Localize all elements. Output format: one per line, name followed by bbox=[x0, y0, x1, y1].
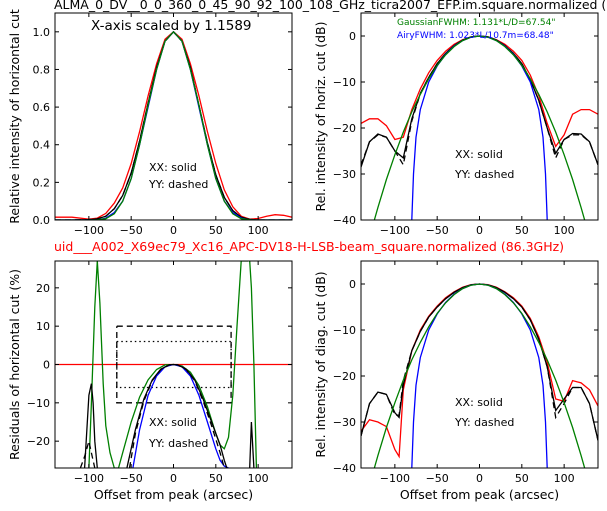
panel-horizontal-residuals: XX: solid YY: dashed −100 −50 0 50 100−20−10… bbox=[7, 260, 293, 502]
series-line-green-solid bbox=[88, 261, 248, 468]
panel-horizontal-cut-db: GaussianFWHM: 1.131*L/D=67.54" AiryFWHM:… bbox=[313, 12, 599, 237]
series-line-red-solid bbox=[55, 30, 292, 220]
series-line-red-solid bbox=[361, 283, 598, 459]
x-tick-label: −100 bbox=[380, 224, 410, 237]
y-axis-label: Residuals of horizontal cut (%) bbox=[7, 269, 22, 460]
y-tick-label: −10 bbox=[27, 397, 50, 410]
x-tick-label: 50 bbox=[515, 472, 529, 485]
y-tick-label: 20 bbox=[36, 282, 50, 295]
annotation-xscale: X-axis scaled by 1.1589 bbox=[91, 18, 252, 34]
series-line-red-solid bbox=[361, 35, 598, 148]
y-tick-label: −40 bbox=[333, 462, 356, 475]
legend-xx: XX: solid bbox=[149, 161, 197, 174]
x-tick-label: 100 bbox=[554, 224, 575, 237]
y-tick-label: 10 bbox=[36, 320, 50, 333]
series-line-green-solid bbox=[373, 283, 586, 468]
series-line-blue-solid bbox=[132, 363, 229, 468]
x-axis-label: Offset from peak (arcsec) bbox=[400, 487, 559, 502]
series-line-green-solid bbox=[55, 30, 292, 220]
legend-yy: YY: dashed bbox=[454, 168, 514, 181]
y-tick-label: 0.0 bbox=[33, 214, 51, 227]
x-tick-label: −100 bbox=[74, 472, 104, 485]
x-tick-label: 0 bbox=[170, 472, 177, 485]
y-tick-label: −30 bbox=[333, 416, 356, 429]
airy-fwhm-label: AiryFWHM: 1.023*L/10.7m=68.48" bbox=[397, 31, 554, 41]
legend-xx: XX: solid bbox=[455, 396, 503, 409]
y-tick-label: 1.0 bbox=[33, 26, 51, 39]
figure-title-top: ALMA_0_DV__0_0_360_0_45_90_92_100_108_GH… bbox=[54, 0, 606, 12]
series-line-green-solid bbox=[249, 261, 258, 468]
figure-title-bottom: uid___A002_X69ec79_Xc16_APC-DV18-H-LSB-b… bbox=[54, 239, 564, 254]
series-line-blue-solid bbox=[55, 30, 292, 220]
series-line-black-dashed bbox=[128, 363, 225, 468]
x-axis-label: Offset from peak (arcsec) bbox=[94, 487, 253, 502]
gaussian-fwhm-label: GaussianFWHM: 1.131*L/D=67.54" bbox=[397, 18, 555, 28]
legend-yy: YY: dashed bbox=[454, 416, 514, 429]
series-line-black-solid bbox=[249, 421, 255, 468]
series-group bbox=[55, 261, 292, 468]
panel-horizontal-cut: X-axis scaled by 1.1589 XX: solid YY: da… bbox=[7, 9, 293, 237]
y-axis-label: Relative intensity of horizontal cut bbox=[7, 9, 22, 224]
series-line-black-dashed bbox=[79, 441, 96, 468]
legend-yy: YY: dashed bbox=[148, 178, 208, 191]
x-tick-label: 50 bbox=[515, 224, 529, 237]
series-group bbox=[361, 35, 598, 220]
y-tick-label: 0.4 bbox=[33, 139, 51, 152]
axes-frame bbox=[360, 260, 599, 469]
series-line-black-solid bbox=[83, 383, 98, 468]
x-tick-label: −50 bbox=[120, 472, 143, 485]
y-tick-label: 0.8 bbox=[33, 63, 51, 76]
series-line-black-dashed bbox=[361, 35, 598, 167]
series-line-blue-solid bbox=[411, 35, 548, 220]
x-tick-label: 0 bbox=[476, 224, 483, 237]
y-tick-label: −30 bbox=[333, 168, 356, 181]
axes-frame bbox=[360, 12, 599, 221]
y-tick-label: −40 bbox=[333, 214, 356, 227]
series-group bbox=[55, 30, 292, 220]
y-tick-label: −10 bbox=[333, 324, 356, 337]
legend-xx: XX: solid bbox=[149, 416, 197, 429]
x-tick-label: 0 bbox=[476, 472, 483, 485]
y-axis-label: Rel. intensity of diag. cut (dB) bbox=[313, 271, 328, 457]
x-tick-label: 100 bbox=[248, 224, 269, 237]
y-tick-label: −20 bbox=[27, 435, 50, 448]
y-tick-label: −20 bbox=[333, 122, 356, 135]
y-axis-label: Rel. intensity of horiz. cut (dB) bbox=[313, 21, 328, 211]
x-tick-label: 100 bbox=[248, 472, 269, 485]
series-group bbox=[361, 283, 598, 468]
x-tick-label: −50 bbox=[426, 472, 449, 485]
x-tick-label: 0 bbox=[170, 224, 177, 237]
y-tick-label: −10 bbox=[333, 76, 356, 89]
y-tick-label: 0 bbox=[349, 30, 356, 43]
x-tick-label: 50 bbox=[209, 224, 223, 237]
x-tick-label: −50 bbox=[120, 224, 143, 237]
y-tick-label: 0.6 bbox=[33, 101, 51, 114]
legend-yy: YY: dashed bbox=[148, 437, 208, 450]
x-tick-label: −100 bbox=[380, 472, 410, 485]
x-tick-label: 50 bbox=[209, 472, 223, 485]
x-tick-label: −50 bbox=[426, 224, 449, 237]
x-tick-label: 100 bbox=[554, 472, 575, 485]
legend-xx: XX: solid bbox=[455, 148, 503, 161]
y-tick-label: 0 bbox=[43, 359, 50, 372]
series-line-black-solid bbox=[55, 30, 292, 220]
y-tick-label: 0 bbox=[349, 278, 356, 291]
panel-diagonal-cut-db: XX: solid YY: dashed −100 −50 0 50 100−40−30… bbox=[313, 260, 599, 502]
x-tick-label: −100 bbox=[74, 224, 104, 237]
series-line-black-dashed bbox=[55, 30, 292, 220]
y-tick-label: 0.2 bbox=[33, 176, 51, 189]
series-line-green-solid bbox=[373, 35, 586, 220]
y-tick-label: −20 bbox=[333, 370, 356, 383]
